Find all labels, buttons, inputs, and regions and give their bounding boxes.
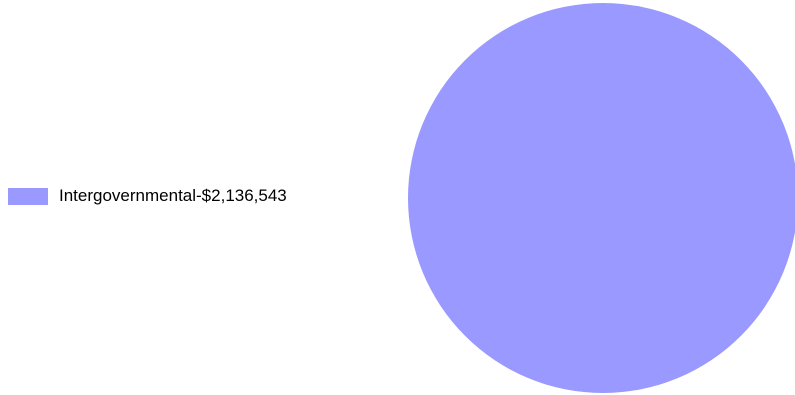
legend-label: Intergovernmental-$2,136,543 [59,186,287,205]
legend: Intergovernmental-$2,136,543 [8,186,287,206]
legend-swatch [8,187,48,205]
pie-slice-0 [408,3,795,393]
